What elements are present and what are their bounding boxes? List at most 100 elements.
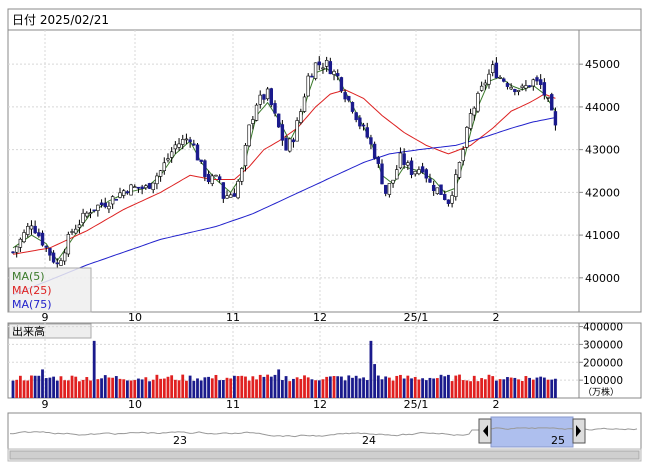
navigator-left-handle[interactable]	[478, 418, 492, 444]
candle-body	[14, 246, 19, 253]
candle-body	[162, 162, 166, 171]
volume-bar	[251, 376, 255, 398]
candle-body	[494, 62, 499, 79]
navigator-scrollbar-thumb[interactable]	[9, 450, 640, 460]
candle-body	[214, 174, 218, 177]
candle-body	[502, 78, 506, 82]
candle-body	[328, 61, 333, 75]
volume-unit: （万株）	[583, 386, 619, 398]
candle-body	[173, 144, 178, 150]
volume-bar	[483, 379, 487, 398]
volume-bar	[37, 375, 41, 398]
volume-bar	[406, 375, 410, 398]
volume-bar	[491, 376, 495, 398]
volume-bar	[85, 377, 89, 398]
volume-bar	[277, 369, 281, 398]
candle-body	[457, 162, 462, 178]
candle-body	[513, 89, 517, 93]
volume-bar	[461, 380, 465, 398]
candle-body	[387, 183, 392, 195]
candle-body	[221, 182, 226, 199]
candle-body	[177, 143, 181, 148]
volume-bar	[502, 379, 506, 398]
candle-body	[295, 120, 299, 142]
candle-body	[229, 194, 233, 198]
volume-bar	[111, 377, 115, 398]
candle-body	[402, 153, 406, 165]
volume-bar	[114, 376, 118, 398]
volume-bar	[391, 380, 395, 398]
candle-body	[527, 85, 532, 88]
volume-bar	[122, 379, 126, 398]
volume-bar	[369, 340, 373, 398]
candle-body	[420, 166, 425, 173]
volume-bar	[517, 379, 520, 398]
candle-body	[26, 226, 30, 235]
legend: MA(5) MA(25) MA(75)	[8, 267, 92, 313]
volume-bar	[236, 376, 240, 398]
candle-body	[550, 94, 554, 111]
candle-body	[313, 62, 318, 79]
candle-body	[158, 170, 163, 177]
volume-bar	[55, 380, 59, 398]
navigator-xtick-label: 25	[551, 434, 565, 447]
chevron-right-icon	[576, 425, 581, 437]
volume-bar	[303, 375, 306, 398]
candle-body	[217, 176, 222, 181]
candle-body	[398, 152, 403, 169]
volume-xtick-label: 10	[128, 398, 142, 411]
navigator-xtick-label: 24	[362, 434, 376, 447]
volume-bar	[11, 380, 15, 398]
candle-body	[243, 145, 248, 167]
candle-body	[118, 192, 122, 198]
candle-body	[391, 179, 395, 184]
volume-bar	[317, 380, 321, 398]
volume-bar	[454, 375, 458, 398]
candle-body	[210, 175, 214, 184]
volume-bar	[66, 380, 70, 398]
candle-body	[336, 73, 340, 77]
candle-body	[490, 64, 495, 74]
volume-xtick-label: 2	[493, 398, 500, 411]
candle-body	[188, 139, 192, 143]
volume-bar	[33, 375, 37, 398]
candle-body	[343, 92, 347, 100]
volume-bar	[472, 375, 476, 398]
candle-body	[546, 97, 550, 99]
volume-bar	[413, 377, 417, 398]
volume-ytick-label: 100000	[583, 375, 623, 387]
volume-bar	[332, 375, 336, 398]
volume-bar	[498, 379, 502, 398]
volume-bar	[469, 381, 472, 398]
volume-bar	[15, 379, 19, 398]
candle-body	[22, 232, 26, 243]
volume-bar	[185, 380, 188, 398]
candle-body	[465, 127, 469, 148]
candle-body	[140, 186, 144, 189]
volume-bar	[343, 380, 347, 398]
volume-bar	[214, 374, 218, 398]
volume-bar	[144, 377, 148, 398]
candle-body	[538, 79, 543, 86]
candle-body	[155, 175, 159, 185]
volume-bar	[376, 375, 380, 398]
candle-body	[361, 124, 366, 127]
volume-bar	[458, 374, 461, 398]
volume-bar	[494, 380, 498, 398]
volume-bar	[520, 380, 524, 398]
ma75-line	[12, 117, 556, 296]
volume-bar	[365, 380, 369, 398]
volume-bar	[210, 378, 214, 398]
navigator-right-handle[interactable]	[572, 418, 586, 444]
candle-body	[439, 184, 443, 195]
candle-body	[461, 149, 465, 162]
volume-bar	[125, 380, 129, 398]
volume-bar	[221, 380, 225, 398]
volume-ytick-label: 300000	[583, 339, 623, 351]
volume-bar	[550, 379, 554, 398]
volume-bar	[70, 375, 74, 398]
volume-bar	[480, 378, 484, 398]
volume-bar	[103, 375, 107, 398]
candle-body	[33, 225, 37, 234]
volume-bar	[465, 380, 469, 398]
